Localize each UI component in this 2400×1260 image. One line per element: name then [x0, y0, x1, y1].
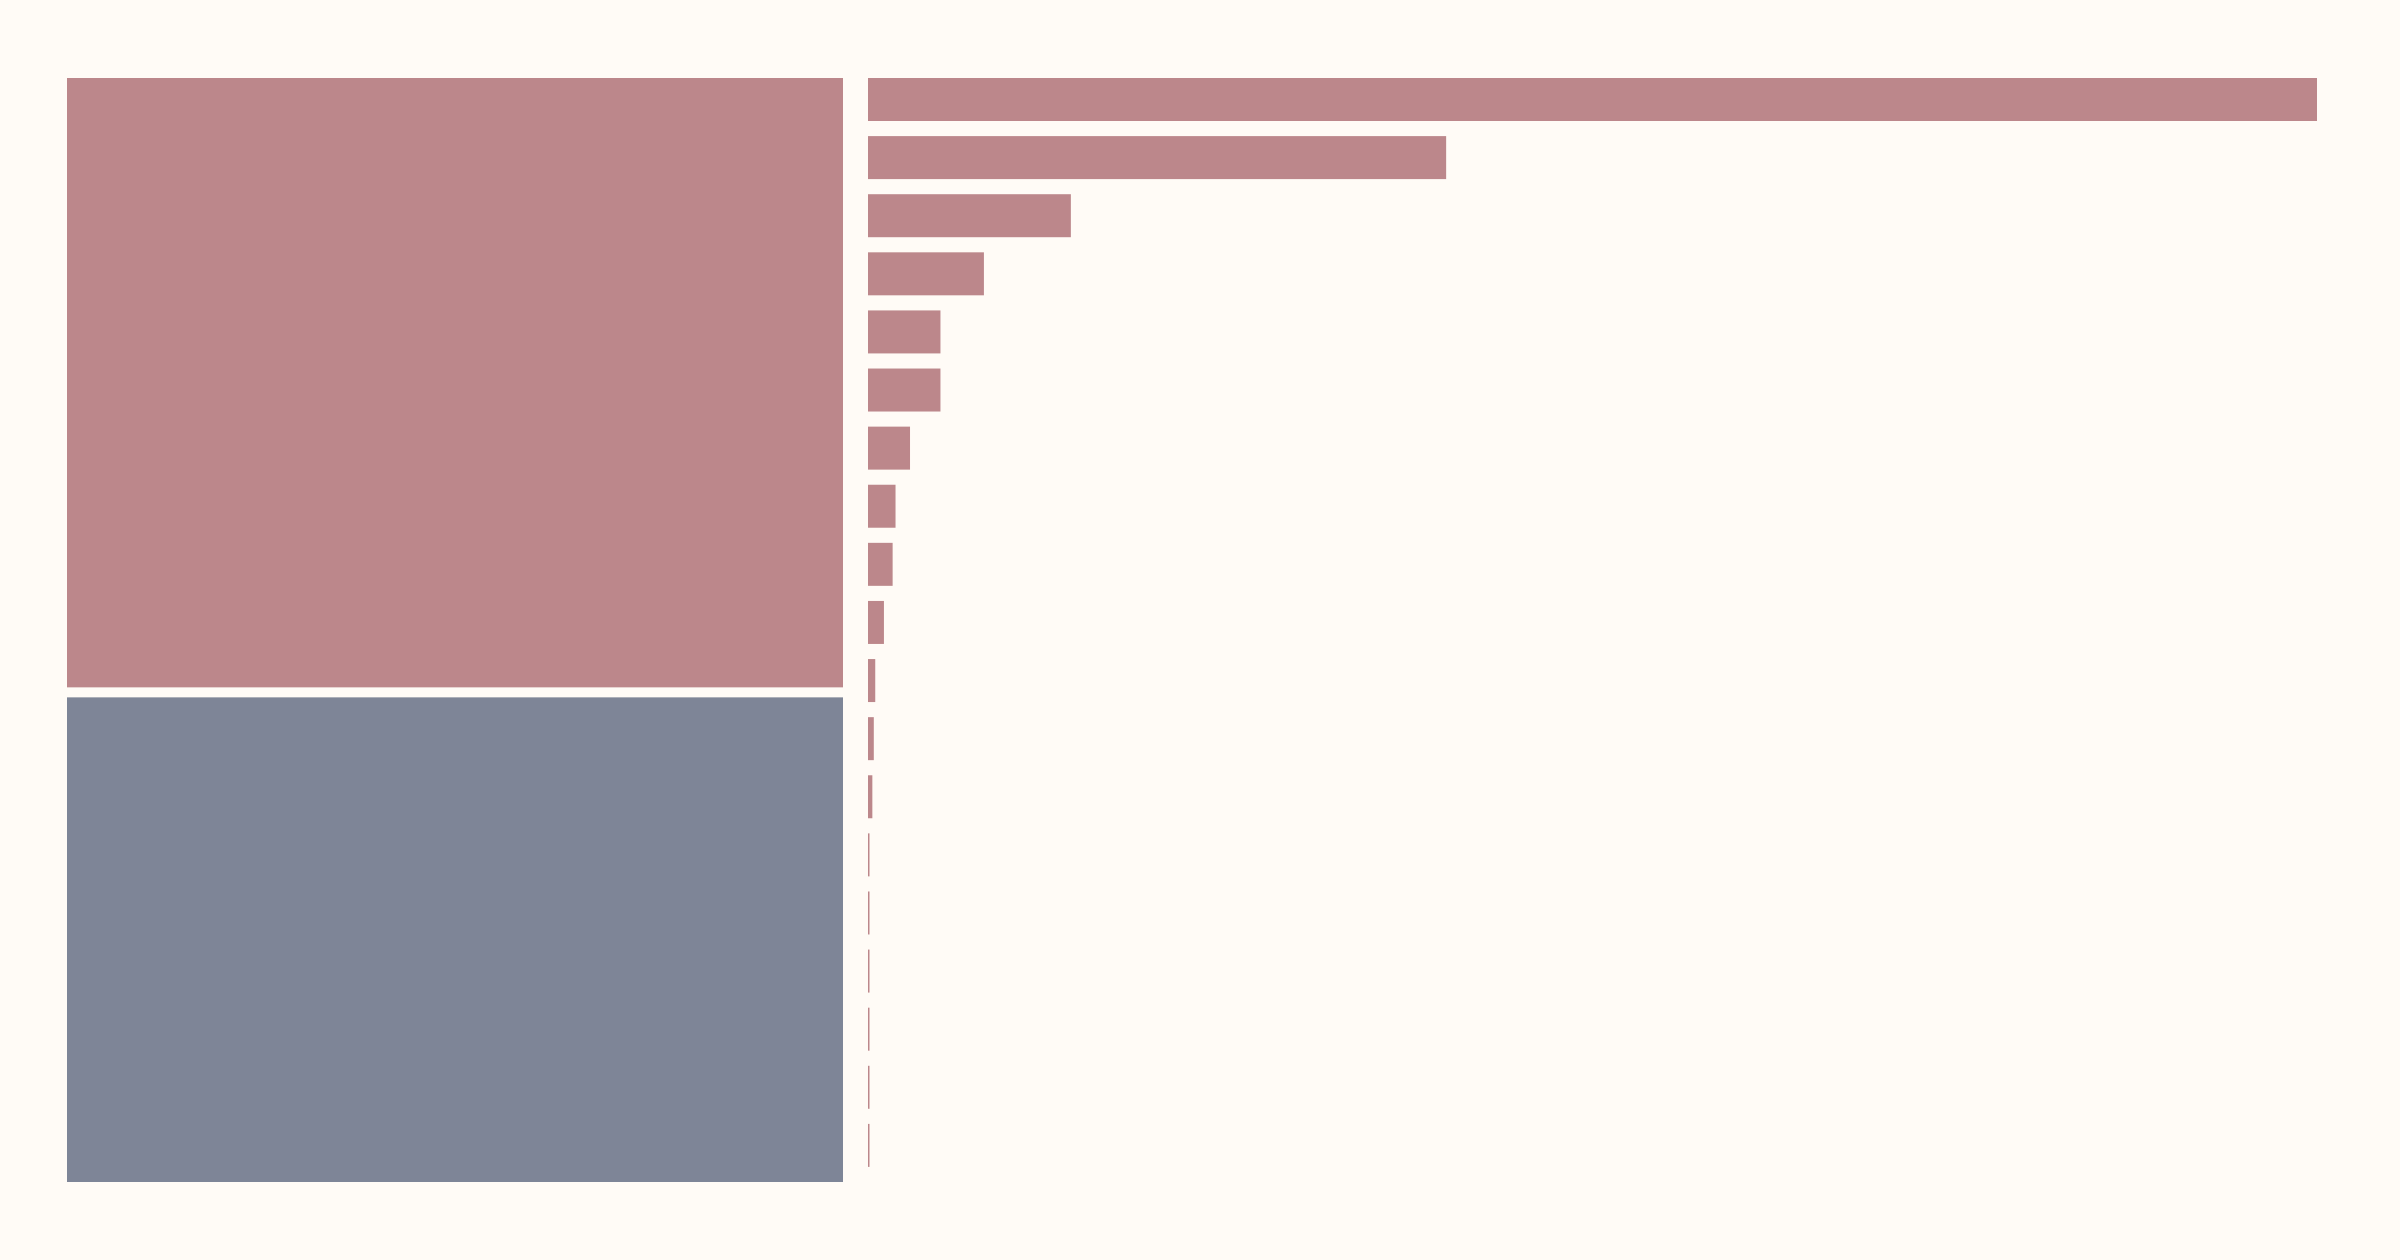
bar	[868, 949, 870, 993]
bar	[868, 310, 941, 354]
bar	[868, 891, 870, 935]
bar	[868, 136, 1447, 180]
bar	[868, 1123, 870, 1167]
bar	[868, 600, 884, 644]
bar	[868, 426, 911, 470]
bar	[868, 1007, 870, 1051]
bar	[868, 775, 873, 819]
treemap-block	[67, 697, 843, 1182]
bar	[868, 484, 896, 528]
bar	[868, 368, 941, 412]
bar	[868, 542, 893, 586]
treemap-block	[67, 78, 843, 688]
bar	[868, 833, 870, 877]
bar	[868, 252, 984, 296]
bar	[868, 78, 2317, 121]
bar	[868, 194, 1071, 238]
bar	[868, 717, 874, 761]
bar	[868, 1065, 870, 1109]
bar	[868, 659, 876, 703]
